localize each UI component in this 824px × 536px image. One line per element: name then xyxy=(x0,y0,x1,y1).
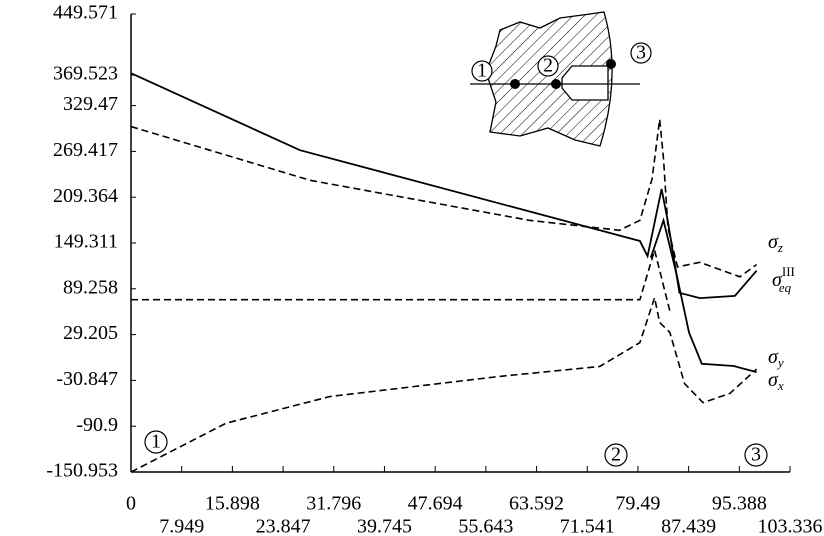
series-label-name: σ xyxy=(768,231,779,253)
series-label: σz xyxy=(768,231,783,255)
x-tick-label: 7.949 xyxy=(159,516,204,536)
label-circle xyxy=(537,55,559,77)
series-line xyxy=(649,217,757,373)
hatched-section xyxy=(485,11,613,147)
series-label-subscript: z xyxy=(777,240,783,255)
point-label: 2 xyxy=(611,444,621,466)
point xyxy=(510,79,520,89)
y-tick-label: 329.47 xyxy=(63,93,118,115)
y-tick-label: 149.311 xyxy=(54,231,118,253)
point xyxy=(551,79,561,89)
label-circle xyxy=(630,42,652,64)
y-tick-label: -90.9 xyxy=(76,414,118,436)
x-tick-label: 55.643 xyxy=(458,516,513,536)
series-line xyxy=(130,294,758,473)
x-tick-label: 31.796 xyxy=(306,493,361,515)
label-circle xyxy=(744,443,768,467)
point-label: 2 xyxy=(543,55,553,77)
x-tick-label: 71.541 xyxy=(560,516,615,536)
series-line xyxy=(130,72,758,300)
series-label: σy xyxy=(768,346,784,370)
y-tick-label: 209.364 xyxy=(53,185,118,207)
y-tick-label: 89.258 xyxy=(63,276,118,298)
label-circle xyxy=(471,60,493,82)
y-tick-label: -30.847 xyxy=(56,368,118,390)
x-tick-label: 103.336 xyxy=(758,516,823,536)
x-tick-label: 15.898 xyxy=(205,493,260,515)
series-line xyxy=(131,247,671,312)
point xyxy=(606,59,616,69)
series-label: σx xyxy=(768,369,784,393)
hole xyxy=(561,65,609,101)
point-label: 1 xyxy=(477,60,487,82)
series-label-superscript: III xyxy=(782,264,795,279)
y-tick-label: 29.205 xyxy=(63,322,118,344)
series-label-name: σ xyxy=(772,269,783,291)
series-label-name: σ xyxy=(768,346,779,368)
inset-diagram xyxy=(470,11,640,147)
x-tick-label: 95.388 xyxy=(712,493,767,515)
series-label-subscript: y xyxy=(776,355,784,370)
x-tick-label: 23.847 xyxy=(256,516,311,536)
y-tick-label: 449.571 xyxy=(53,2,118,24)
y-tick-label: -150.953 xyxy=(46,460,118,482)
x-tick-label: 0 xyxy=(126,493,136,515)
series-label-subscript: eq xyxy=(779,280,792,295)
x-tick-label: 87.439 xyxy=(661,516,716,536)
series-label: σIII eq xyxy=(772,264,795,295)
series-label-name: σ xyxy=(768,369,779,391)
label-circle xyxy=(604,443,628,467)
series-label-subscript: x xyxy=(777,378,784,393)
label-circle xyxy=(144,430,168,454)
series-line xyxy=(130,119,758,278)
point-label: 3 xyxy=(636,42,646,64)
point-label: 3 xyxy=(751,444,761,466)
y-tick-label: 369.523 xyxy=(53,63,118,85)
point-label: 1 xyxy=(151,431,161,453)
x-tick-label: 39.745 xyxy=(357,516,412,536)
x-tick-label: 63.592 xyxy=(509,493,564,515)
x-tick-label: 79.49 xyxy=(615,493,660,515)
x-tick-label: 47.694 xyxy=(408,493,463,515)
y-tick-label: 269.417 xyxy=(53,139,118,161)
